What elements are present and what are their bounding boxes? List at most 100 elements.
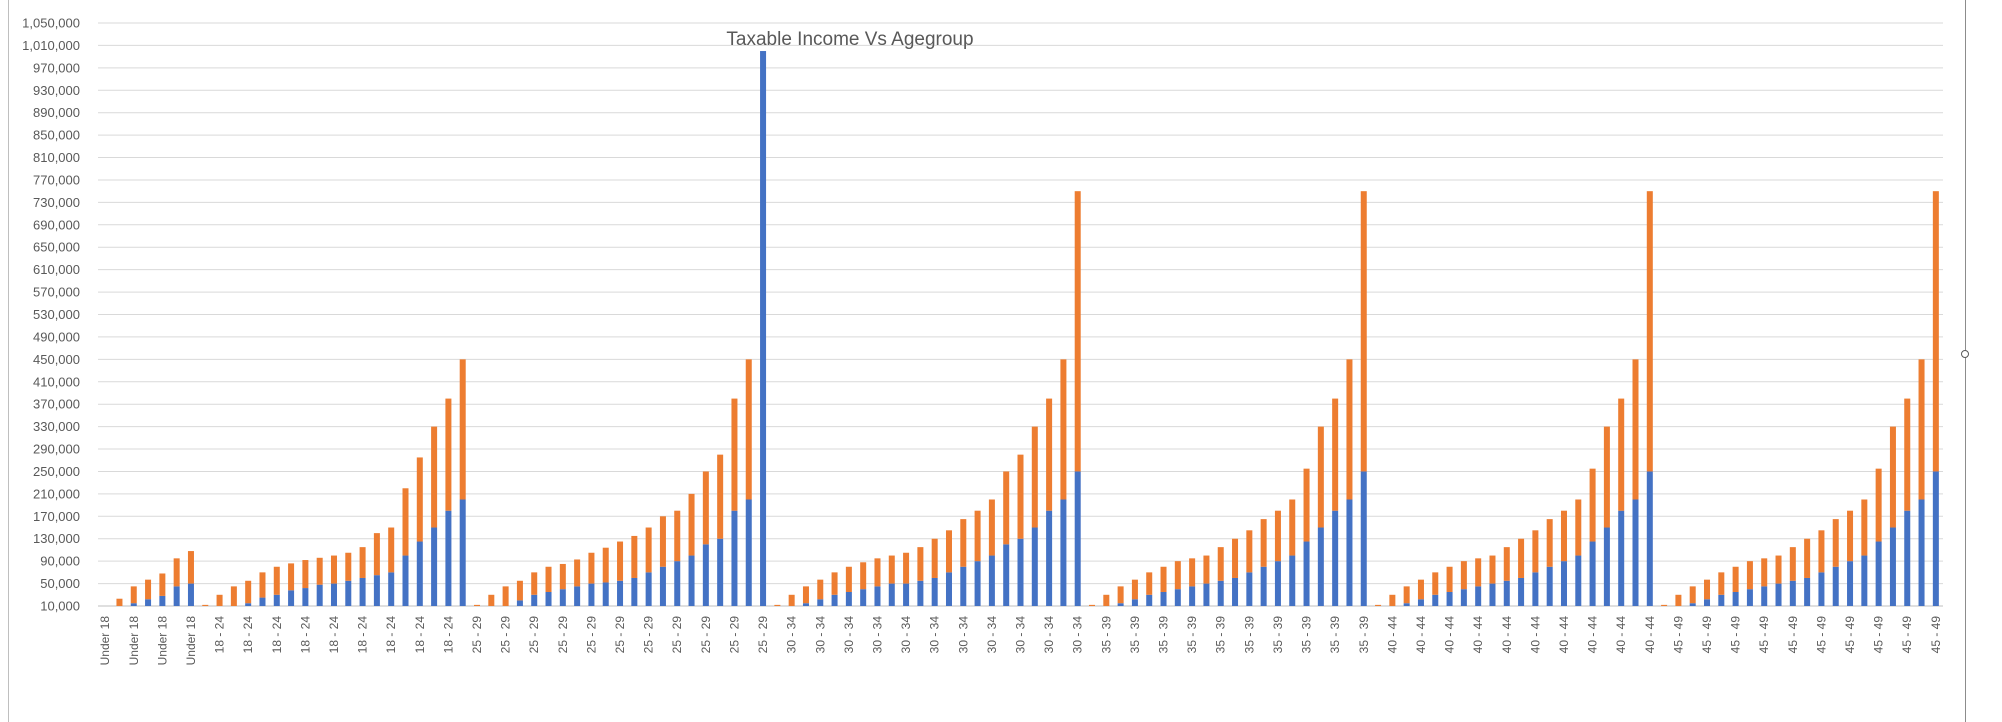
bar-series-1	[717, 538, 724, 606]
bar-series-1	[273, 594, 280, 606]
x-tick-label: 35 - 39	[1357, 616, 1371, 654]
bar-series-2	[1804, 538, 1811, 578]
bar-series-2	[659, 516, 666, 567]
bar-series-1	[1832, 566, 1839, 606]
bar-series-1	[373, 575, 380, 606]
y-tick-label: 250,000	[33, 464, 80, 479]
x-tick-label: 45 - 49	[1786, 616, 1800, 654]
bar-series-1	[359, 577, 366, 606]
bar-series-1	[1575, 555, 1582, 606]
x-axis: Under 18 Under 18 Under 18 Under 18 18 - 24 1…	[98, 616, 1943, 666]
bar-series-1	[531, 594, 538, 606]
bar-series-1	[1804, 577, 1811, 606]
bar-series-2	[1560, 510, 1567, 562]
bar-series-2	[474, 604, 481, 606]
bar-series-1	[1546, 566, 1553, 606]
bar-series-1	[574, 586, 581, 606]
bar-series-1	[345, 580, 352, 606]
bar-series-1	[1632, 499, 1639, 606]
bar-series-2	[230, 586, 237, 606]
bar-series-2	[688, 493, 695, 556]
bar-series-1	[645, 572, 652, 606]
bar-series-2	[960, 519, 967, 567]
bar-series-1	[888, 583, 895, 606]
bar-series-2	[1532, 530, 1539, 573]
bar-series-2	[1875, 468, 1882, 542]
bar-series-1	[1532, 572, 1539, 606]
x-tick-label: 45 - 49	[1671, 616, 1685, 654]
x-tick-label: 35 - 39	[1128, 616, 1142, 654]
bar-series-2	[1575, 499, 1582, 556]
bar-series-2	[1332, 398, 1339, 511]
y-tick-label: 810,000	[33, 150, 80, 165]
x-tick-label: 30 - 34	[813, 616, 827, 654]
bar-series-1	[931, 577, 938, 606]
x-tick-label: 18 - 24	[356, 616, 370, 654]
x-tick-label: 18 - 24	[441, 616, 455, 654]
x-tick-label: 40 - 44	[1443, 616, 1457, 654]
bar-series-2	[1889, 426, 1896, 528]
bar-series-2	[1618, 398, 1625, 511]
bar-series-1	[702, 544, 709, 606]
bar-series-1	[1889, 527, 1896, 606]
x-tick-label: 45 - 49	[1757, 616, 1771, 654]
bar-series-2	[431, 426, 438, 528]
bar-series-2	[645, 527, 652, 573]
bar-series-1	[402, 555, 409, 606]
x-tick-label: 25 - 29	[613, 616, 627, 654]
chart-title: Taxable Income Vs Agegroup	[726, 29, 973, 50]
bar-series-2	[245, 580, 252, 604]
bar-series-2	[588, 552, 595, 584]
x-tick-label: 35 - 39	[1185, 616, 1199, 654]
y-tick-label: 490,000	[33, 329, 80, 344]
bar-series-2	[187, 551, 194, 584]
bar-series-2	[1518, 538, 1525, 578]
bar-series-2	[1003, 471, 1010, 545]
bar-series-1	[674, 561, 681, 606]
bar-series-1	[588, 583, 595, 606]
bar-series-1	[1904, 510, 1911, 606]
bar-series-1	[817, 599, 824, 606]
bar-series-2	[1089, 604, 1096, 606]
bar-series-1	[431, 527, 438, 606]
x-tick-label: 25 - 29	[756, 616, 770, 654]
x-tick-label: 30 - 34	[1014, 616, 1028, 654]
bar-series-1	[1603, 527, 1610, 606]
bar-series-2	[845, 566, 852, 592]
bar-series-1	[1460, 589, 1467, 606]
bar-series-2	[1689, 586, 1696, 604]
x-tick-label: 25 - 29	[699, 616, 713, 654]
x-tick-label: Under 18	[98, 616, 112, 666]
bar-series-2	[302, 560, 309, 589]
bar-series-1	[1232, 577, 1239, 606]
bar-series-1	[173, 586, 180, 606]
bar-series-1	[1789, 580, 1796, 606]
bar-series-1	[1417, 599, 1424, 606]
x-tick-label: 30 - 34	[985, 616, 999, 654]
bar-series-2	[1074, 191, 1081, 472]
bar-series-2	[388, 527, 395, 573]
chart-frame-right-edge	[1965, 0, 1966, 722]
bar-series-2	[1117, 586, 1124, 604]
bar-series-1	[159, 595, 166, 606]
x-tick-label: 35 - 39	[1214, 616, 1228, 654]
y-tick-label: 330,000	[33, 419, 80, 434]
bar-series-2	[502, 586, 509, 606]
bar-series-1	[1446, 591, 1453, 606]
bar-series-2	[216, 594, 223, 606]
bar-series-1	[617, 580, 624, 606]
bar-series-1	[130, 603, 137, 606]
chart-resize-handle[interactable]	[1961, 350, 1969, 358]
bar-series-2	[574, 559, 581, 587]
bar-series-2	[1603, 426, 1610, 528]
bar-series-2	[173, 558, 180, 587]
bar-series-2	[1775, 555, 1782, 584]
bar-series-1	[760, 51, 767, 606]
bar-series-1	[1761, 586, 1768, 606]
bar-series-1	[145, 599, 152, 606]
x-tick-label: 40 - 44	[1471, 616, 1485, 654]
y-tick-label: 290,000	[33, 442, 80, 457]
bar-series-1	[1303, 541, 1310, 606]
x-tick-label: 45 - 49	[1929, 616, 1943, 654]
